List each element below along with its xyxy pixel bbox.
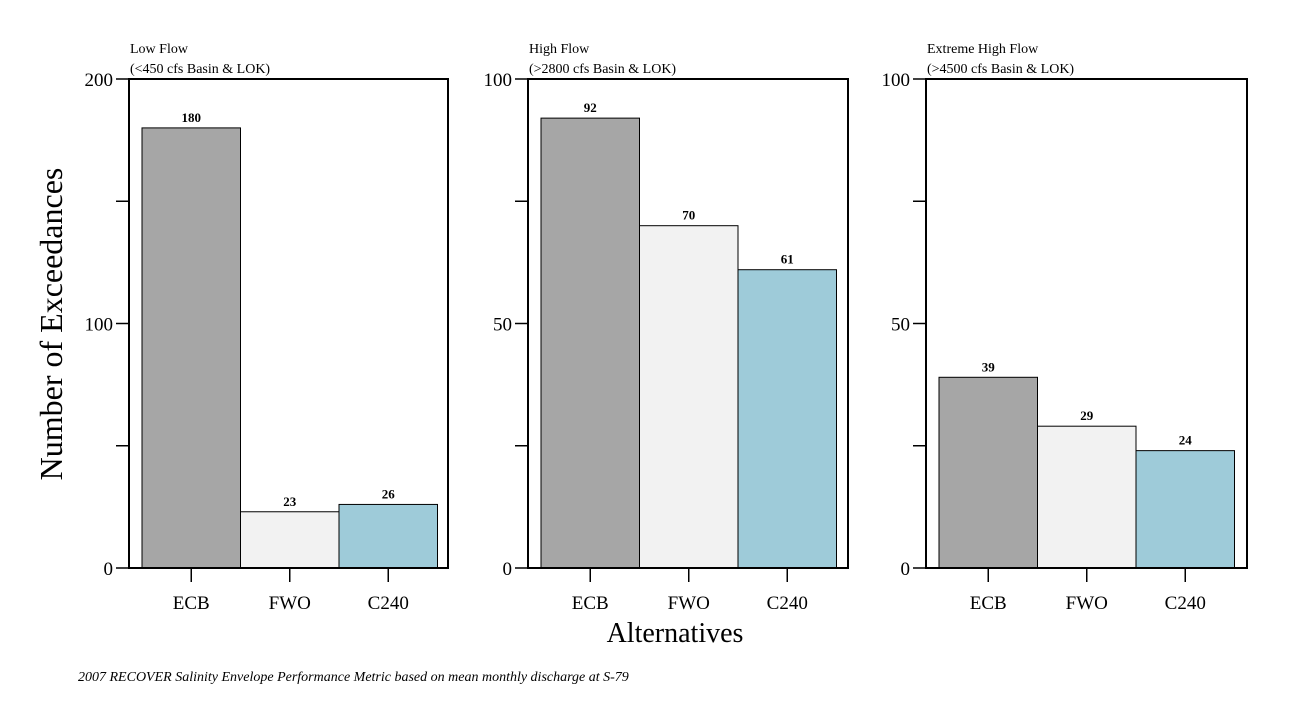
bar-c240 bbox=[737, 269, 837, 569]
x-axis-title: Alternatives bbox=[607, 618, 744, 649]
chart-panel: 180 ECB 23 FWO 26 C240 0 100 200 Low Flow (<450 cf… bbox=[85, 42, 449, 614]
x-tick-label: FWO bbox=[1066, 593, 1108, 614]
panels-group: 180 ECB 23 FWO 26 C240 0 100 200 Low Flow (<450 cf… bbox=[85, 42, 1248, 614]
data-label: 26 bbox=[382, 486, 396, 501]
y-tick-label: 0 bbox=[503, 559, 513, 580]
y-tick-label: 0 bbox=[104, 559, 114, 580]
bar-c240 bbox=[338, 503, 438, 569]
data-label: 39 bbox=[982, 359, 996, 374]
y-tick-label: 100 bbox=[882, 70, 911, 91]
x-tick-label: ECB bbox=[173, 593, 210, 614]
bar-c240 bbox=[1135, 450, 1235, 569]
panel-title-line1: Extreme High Flow bbox=[927, 42, 1039, 57]
y-tick-label: 200 bbox=[85, 70, 114, 91]
bar-fwo bbox=[240, 511, 340, 569]
x-tick-label: ECB bbox=[572, 593, 609, 614]
bar-ecb bbox=[141, 127, 241, 569]
x-tick-label: ECB bbox=[970, 593, 1007, 614]
x-tick-label: C240 bbox=[368, 593, 409, 614]
bar-ecb bbox=[938, 376, 1038, 569]
data-label: 61 bbox=[781, 252, 794, 267]
data-label: 23 bbox=[283, 494, 297, 509]
x-tick-label: FWO bbox=[668, 593, 710, 614]
panel-title-line2: (>4500 cfs Basin & LOK) bbox=[927, 62, 1074, 77]
y-tick-label: 100 bbox=[484, 70, 513, 91]
data-label: 24 bbox=[1179, 433, 1193, 448]
y-tick-label: 100 bbox=[85, 315, 114, 336]
panel-title-line1: Low Flow bbox=[130, 42, 189, 57]
bar-fwo bbox=[1037, 425, 1137, 569]
bar-ecb bbox=[540, 117, 640, 569]
panel-title-line2: (>2800 cfs Basin & LOK) bbox=[529, 62, 676, 77]
x-tick-label: C240 bbox=[1165, 593, 1206, 614]
y-tick-label: 0 bbox=[901, 559, 911, 580]
data-label: 70 bbox=[682, 208, 695, 223]
data-label: 92 bbox=[584, 100, 597, 115]
y-axis-title: Number of Exceedances bbox=[33, 168, 69, 481]
chart-panel: 39 ECB 29 FWO 24 C240 0 50 100 Extreme High Flow (… bbox=[882, 42, 1248, 614]
panel-title-line2: (<450 cfs Basin & LOK) bbox=[130, 62, 270, 77]
data-label: 180 bbox=[182, 110, 202, 125]
y-tick-label: 50 bbox=[891, 315, 910, 336]
chart-panel: 92 ECB 70 FWO 61 C240 0 50 100 High Flow (>2800 cf… bbox=[484, 42, 849, 614]
footnote: 2007 RECOVER Salinity Envelope Performan… bbox=[78, 670, 629, 685]
y-tick-label: 50 bbox=[493, 315, 512, 336]
x-tick-label: FWO bbox=[269, 593, 311, 614]
data-label: 29 bbox=[1080, 408, 1094, 423]
bar-fwo bbox=[639, 225, 739, 569]
panel-title-line1: High Flow bbox=[529, 42, 590, 57]
x-tick-label: C240 bbox=[767, 593, 808, 614]
